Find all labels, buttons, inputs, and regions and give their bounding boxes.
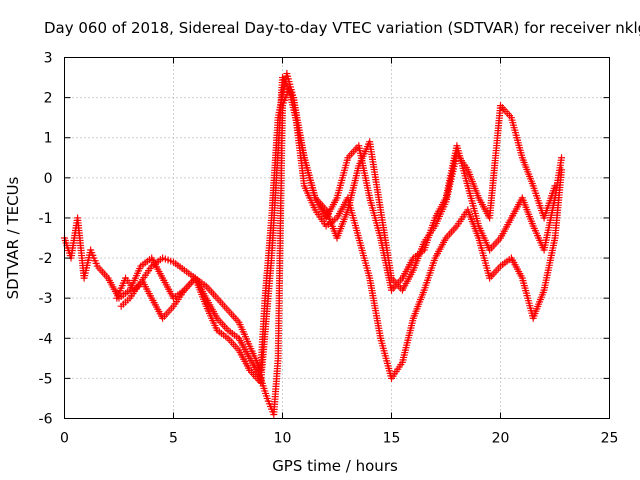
plot-frame [64,57,610,419]
x-tick-label: 25 [601,431,619,447]
data-points [61,70,566,418]
y-tick-label: -4 [39,331,53,347]
y-tick-label: 3 [44,51,53,67]
y-tick-label: -1 [39,211,53,227]
x-tick-label: 10 [274,431,292,447]
data-point [558,166,566,174]
y-tick-label: 0 [44,171,53,187]
y-tick-label: -6 [39,412,53,428]
y-tick-label: 1 [44,131,53,147]
x-tick-label: 15 [383,431,401,447]
data-point [551,182,559,190]
data-point [558,154,566,162]
x-axis-label: GPS time / hours [272,457,398,475]
x-tick-label: 5 [169,431,178,447]
y-tick-label: -5 [39,371,53,387]
y-axis-label: SDTVAR / TECUs [4,176,22,299]
x-tick-label: 0 [60,431,69,447]
y-tick-label: -2 [39,251,53,267]
y-tick-label: 2 [44,91,53,107]
chart-title: Day 060 of 2018, Sidereal Day-to-day VTE… [44,19,640,37]
x-tick-label: 20 [492,431,510,447]
y-tick-label: -3 [39,291,53,307]
